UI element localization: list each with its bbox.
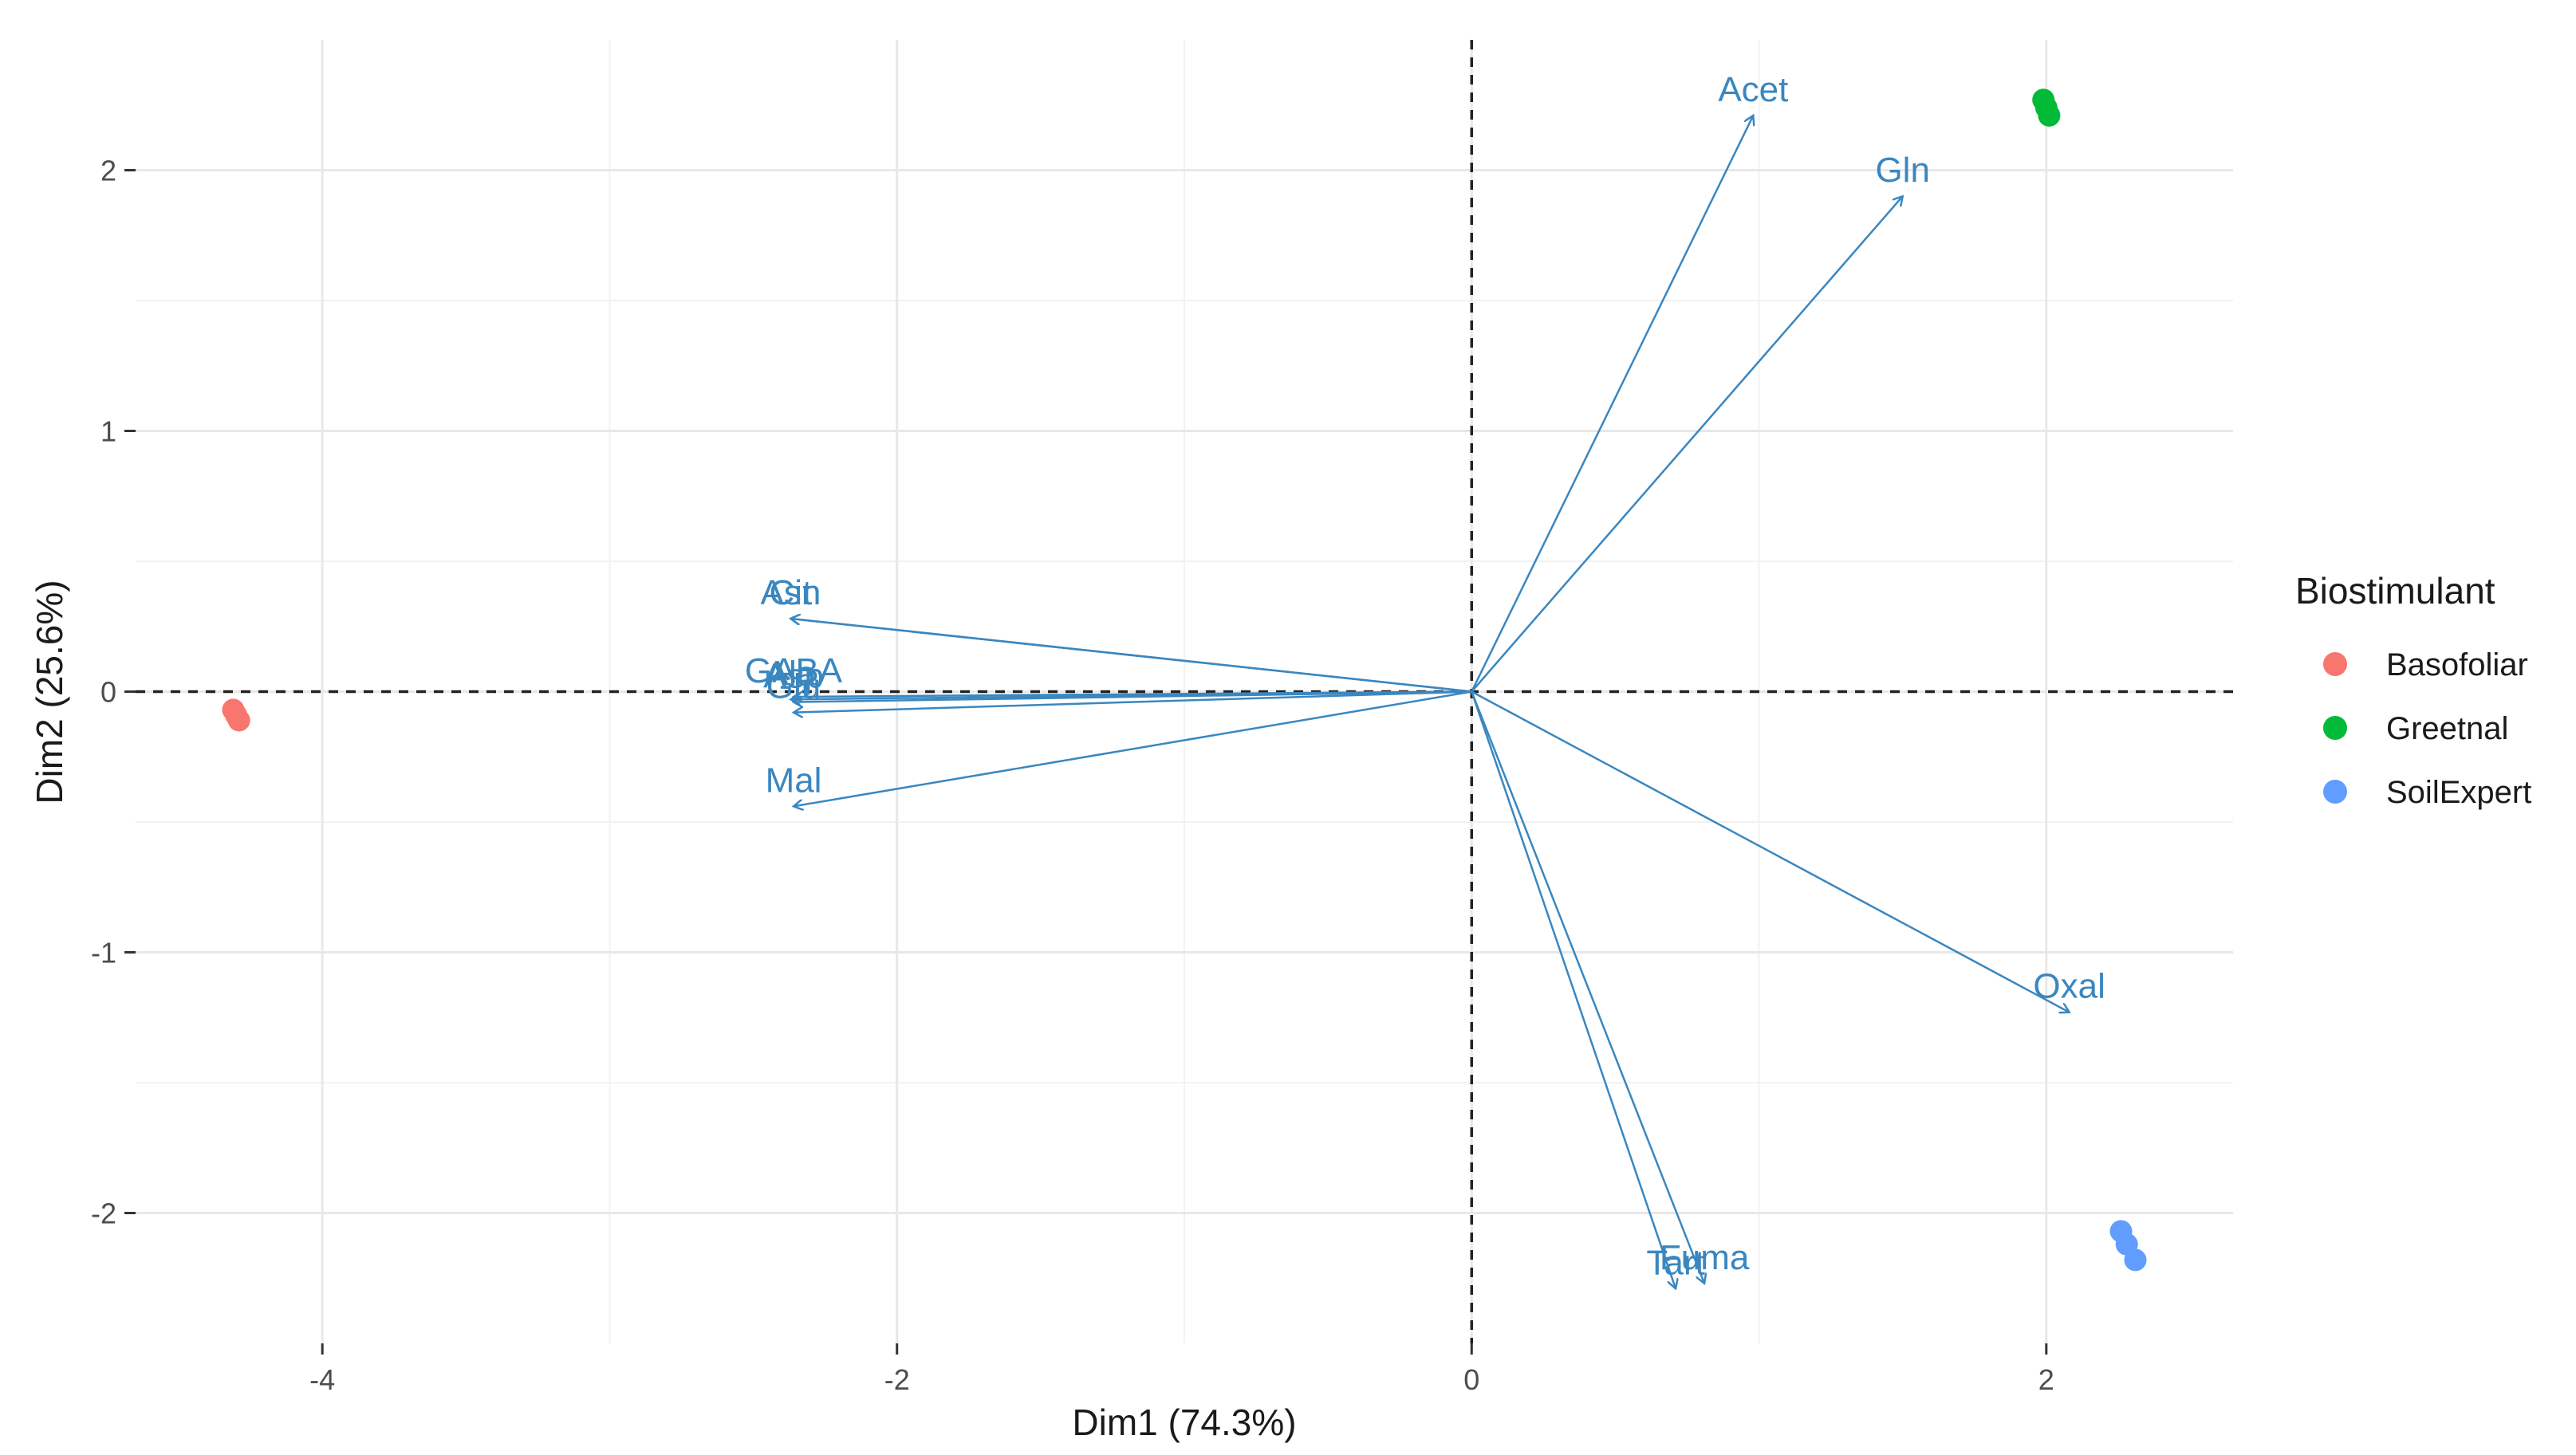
variable-label-glu: Glu bbox=[766, 667, 821, 706]
legend-label-basofoliar: Basofoliar bbox=[2386, 647, 2528, 682]
x-tick-label: 0 bbox=[1463, 1363, 1479, 1396]
arrow-oxal bbox=[1471, 690, 2069, 1013]
x-tick-label: 2 bbox=[2038, 1363, 2054, 1396]
point-basofoliar bbox=[227, 709, 250, 732]
y-tick-label: 2 bbox=[100, 155, 116, 187]
legend-label-soilexpert: SoilExpert bbox=[2386, 775, 2531, 810]
x-axis-title: Dim1 (74.3%) bbox=[1072, 1402, 1296, 1443]
arrow-cit bbox=[790, 619, 1472, 693]
legend-label-greetnal: Greetnal bbox=[2386, 711, 2508, 746]
legend-title: Biostimulant bbox=[2295, 570, 2495, 611]
arrow-fuma bbox=[1471, 691, 1704, 1284]
y-axis-ticks: -2 -1 0 1 2 bbox=[91, 155, 136, 1230]
variable-label-gaba: GABA bbox=[745, 651, 843, 690]
variable-label-acet: Acet bbox=[1718, 70, 1788, 109]
variable-label-tart: Tart bbox=[1646, 1243, 1704, 1282]
variable-label-fuma: Fuma bbox=[1660, 1238, 1750, 1277]
legend-key-greetnal bbox=[2323, 716, 2347, 740]
legend: Biostimulant Basofoliar Greetnal SoilExper… bbox=[2295, 570, 2531, 810]
variable-label-cit: Cit bbox=[770, 573, 813, 612]
y-tick-label: -2 bbox=[91, 1197, 116, 1230]
y-tick-label: 0 bbox=[100, 676, 116, 709]
x-axis-ticks: -4 -2 0 2 bbox=[309, 1343, 2054, 1396]
legend-key-basofoliar bbox=[2323, 652, 2347, 676]
point-greetnal bbox=[2038, 104, 2061, 127]
variable-label-gln: Gln bbox=[1875, 151, 1929, 190]
arrow-acet bbox=[1471, 116, 1753, 693]
x-tick-label: -4 bbox=[309, 1363, 335, 1396]
individual-points bbox=[222, 88, 2147, 1272]
legend-key-soilexpert bbox=[2323, 780, 2347, 804]
arrow-glu bbox=[794, 690, 1472, 713]
arrow-mal bbox=[794, 690, 1472, 807]
point-soilexpert bbox=[2124, 1249, 2147, 1272]
y-axis-title: Dim2 (25.6%) bbox=[29, 580, 70, 804]
x-tick-label: -2 bbox=[884, 1363, 910, 1396]
y-tick-label: -1 bbox=[91, 937, 116, 969]
arrow-asp bbox=[794, 690, 1472, 702]
variable-label-ala: Ala bbox=[766, 654, 817, 693]
variable-arrows bbox=[790, 116, 2069, 1289]
y-tick-label: 1 bbox=[100, 415, 116, 448]
major-gridlines bbox=[136, 40, 2233, 1343]
variable-label-asn: Asn bbox=[761, 573, 821, 612]
variable-label-asp: Asp bbox=[763, 657, 824, 696]
arrow-tart bbox=[1471, 691, 1676, 1289]
arrow-gln bbox=[1471, 196, 1902, 693]
minor-gridlines bbox=[136, 40, 2233, 1343]
variable-label-mal: Mal bbox=[766, 761, 822, 800]
variable-label-oxal: Oxal bbox=[2033, 967, 2105, 1006]
